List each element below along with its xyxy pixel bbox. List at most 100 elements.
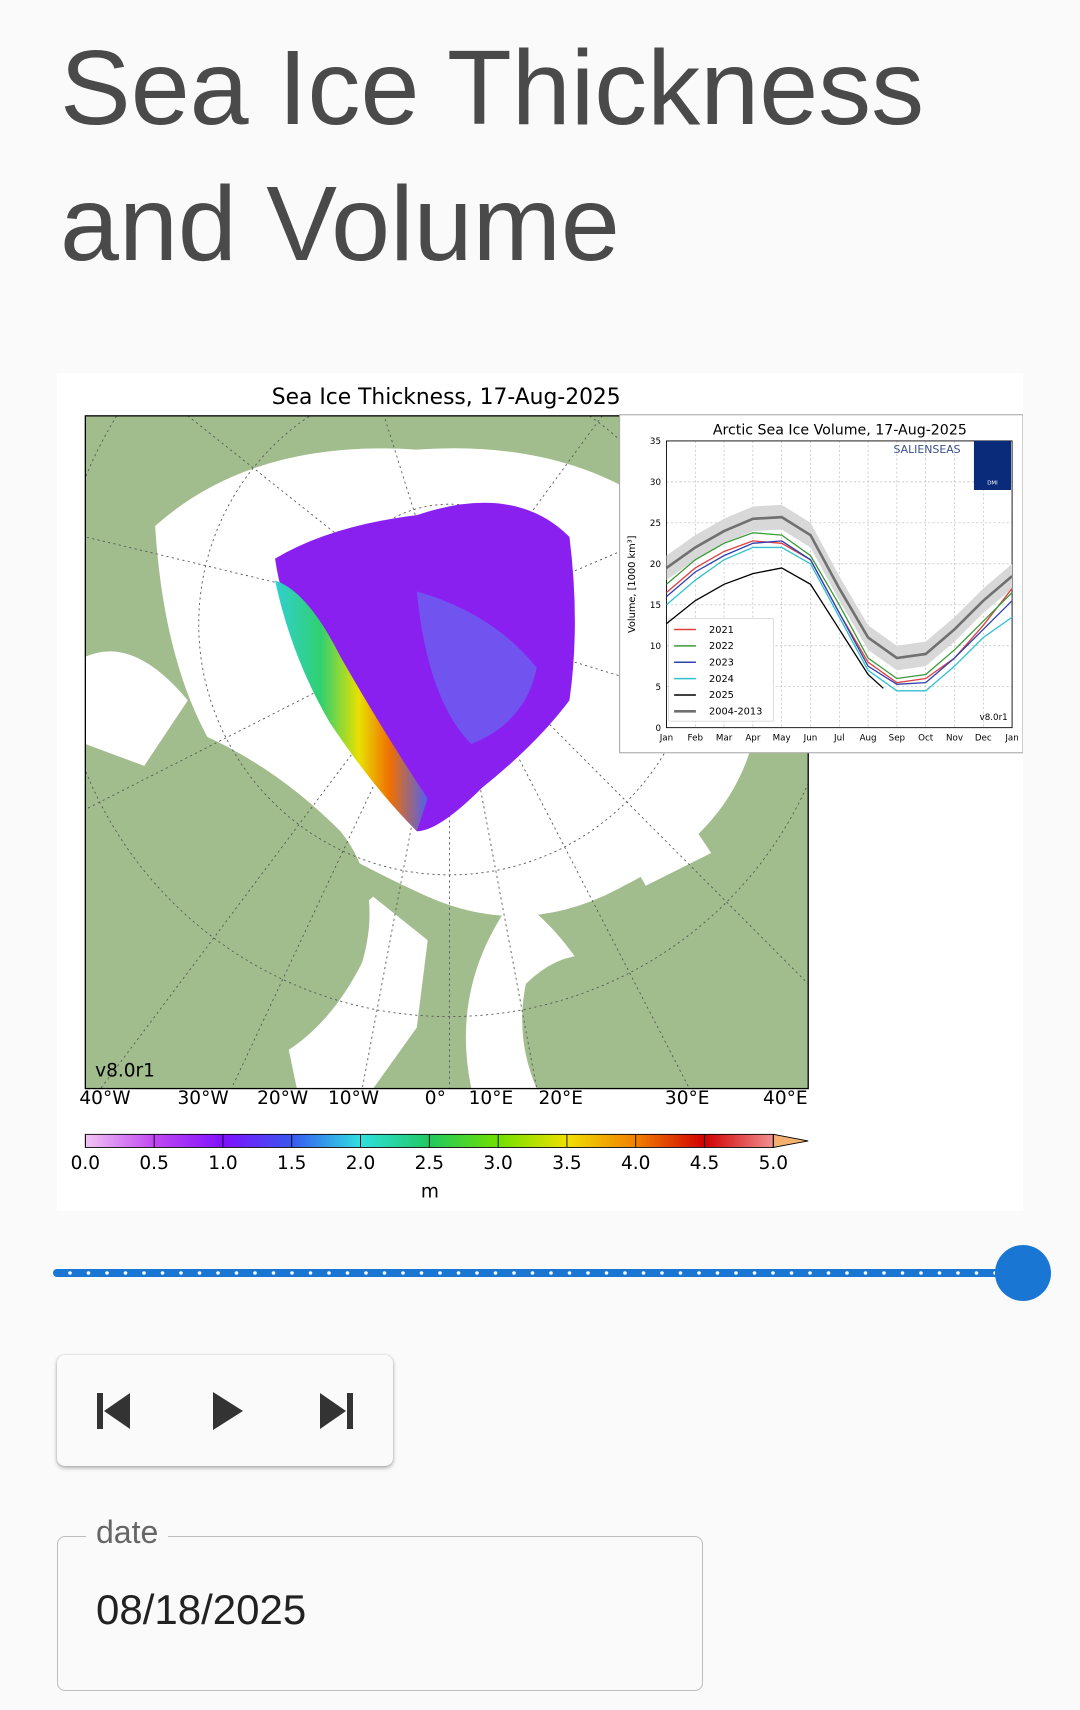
- slider-tick: [179, 1271, 183, 1275]
- figure-image: Sea Ice Thickness, 17-Aug-2025 v8.0r1 40°W…: [57, 373, 1023, 1211]
- slider-tick: [493, 1271, 498, 1275]
- slider-tick: [882, 1271, 886, 1275]
- y-axis-label: Volume, [1000 km³]: [627, 536, 638, 634]
- slider-tick: [438, 1271, 442, 1275]
- slider-tick: [512, 1271, 516, 1275]
- slider-tick: [863, 1271, 868, 1275]
- badge: [973, 440, 1012, 490]
- colorbar-tick-label: 4.0: [621, 1153, 650, 1174]
- slider-tick: [697, 1271, 701, 1275]
- colorbar-label: m: [421, 1182, 439, 1203]
- legend-label: 2004-2013: [709, 707, 762, 718]
- x-tick-label: May: [773, 734, 791, 744]
- y-tick-label: 35: [650, 437, 661, 447]
- colorbar-tick-label: 2.0: [346, 1153, 375, 1174]
- colorbar-tick-label: 5.0: [759, 1153, 788, 1174]
- map-version: v8.0r1: [95, 1061, 155, 1082]
- slider-tick: [734, 1271, 738, 1275]
- slider-tick: [419, 1271, 424, 1275]
- slider-tick: [937, 1271, 942, 1275]
- slider-tick: [216, 1271, 220, 1275]
- x-tick-label: Feb: [688, 734, 704, 744]
- badge-text: DMI: [987, 481, 998, 487]
- slider-tick: [86, 1271, 91, 1275]
- longitude-label: 20°E: [538, 1088, 583, 1109]
- slider-tick: [826, 1271, 831, 1275]
- slider-tick: [364, 1271, 368, 1275]
- longitude-label: 20°W: [257, 1088, 308, 1109]
- slider-tick: [919, 1271, 923, 1275]
- x-tick-label: Sep: [889, 734, 906, 744]
- longitude-label: 10°W: [328, 1088, 379, 1109]
- slider-tick: [327, 1271, 331, 1275]
- y-tick-label: 5: [655, 683, 661, 693]
- slider-tick: [271, 1271, 276, 1275]
- colorbar-tick-label: 4.5: [690, 1153, 719, 1174]
- x-tick-label: Dec: [975, 734, 992, 744]
- play-button[interactable]: [192, 1375, 262, 1445]
- slider-tick: [345, 1271, 350, 1275]
- legend-label: 2023: [709, 658, 734, 669]
- longitude-label: 40°E: [763, 1088, 808, 1109]
- date-field[interactable]: [57, 1536, 703, 1691]
- y-tick-label: 0: [655, 724, 661, 734]
- x-tick-label: Mar: [716, 734, 733, 744]
- slider-tick: [105, 1271, 109, 1275]
- slider-tick: [956, 1271, 960, 1275]
- slider-tick: [308, 1271, 313, 1275]
- slider-tick: [604, 1271, 609, 1275]
- slider-tick: [974, 1271, 979, 1275]
- slider-tick: [567, 1271, 572, 1275]
- slider-tick: [789, 1271, 794, 1275]
- y-tick-label: 25: [650, 519, 661, 529]
- date-field-value[interactable]: 08/18/2025: [96, 1586, 307, 1633]
- skip-previous-button[interactable]: [77, 1375, 147, 1445]
- series-line: [666, 540, 1013, 685]
- colorbar-tick-label: 2.5: [415, 1153, 444, 1174]
- slider-tick: [68, 1271, 72, 1275]
- y-tick-label: 10: [650, 642, 661, 652]
- longitude-label: 40°W: [79, 1088, 130, 1109]
- colorbar-tick-label: 0.0: [71, 1153, 100, 1174]
- slider-thumb[interactable]: [995, 1245, 1051, 1301]
- slider-tick: [752, 1271, 757, 1275]
- y-tick-label: 15: [650, 601, 661, 611]
- colorbar-tick-label: 1.5: [277, 1153, 306, 1174]
- slider-tick: [197, 1271, 202, 1275]
- date-field-label: date: [86, 1514, 169, 1551]
- slider-tick: [142, 1271, 146, 1275]
- slider-tick: [771, 1271, 775, 1275]
- slider-tick: [382, 1271, 387, 1275]
- x-tick-label: Jun: [803, 734, 818, 744]
- slider-tick: [160, 1271, 165, 1275]
- y-tick-label: 20: [650, 560, 661, 570]
- series-line: [665, 515, 1013, 660]
- date-slider[interactable]: [40, 1240, 1060, 1306]
- slider-tick: [123, 1271, 128, 1275]
- x-tick-label: Oct: [918, 734, 934, 744]
- slider-tick: [234, 1271, 239, 1275]
- legend-label: 2021: [709, 625, 734, 636]
- legend-label: 2024: [709, 674, 734, 685]
- colorbar-tick-label: 3.5: [552, 1153, 581, 1174]
- slider-tick: [586, 1271, 590, 1275]
- slider-tick: [290, 1271, 294, 1275]
- slider-tick: [530, 1271, 535, 1275]
- colorbar-tick-label: 1.0: [208, 1153, 237, 1174]
- longitude-label: 10°E: [469, 1088, 514, 1109]
- slider-tick: [641, 1271, 646, 1275]
- slider-tick: [715, 1271, 720, 1275]
- slider-tick: [678, 1271, 683, 1275]
- page-title: Sea Ice Thickness and Volume: [60, 29, 925, 283]
- x-tick-label: Jan: [659, 734, 673, 744]
- x-tick-label: Jul: [833, 734, 845, 744]
- colorbar-tick-label: 0.5: [139, 1153, 168, 1174]
- slider-tick: [808, 1271, 812, 1275]
- map-title: Sea Ice Thickness, 17-Aug-2025: [272, 385, 621, 410]
- longitude-label: 30°W: [178, 1088, 229, 1109]
- x-tick-label: Nov: [946, 734, 963, 744]
- playback-icons: [77, 1375, 372, 1445]
- inset-title: Arctic Sea Ice Volume, 17-Aug-2025: [713, 422, 967, 438]
- skip-next-button[interactable]: [302, 1375, 372, 1445]
